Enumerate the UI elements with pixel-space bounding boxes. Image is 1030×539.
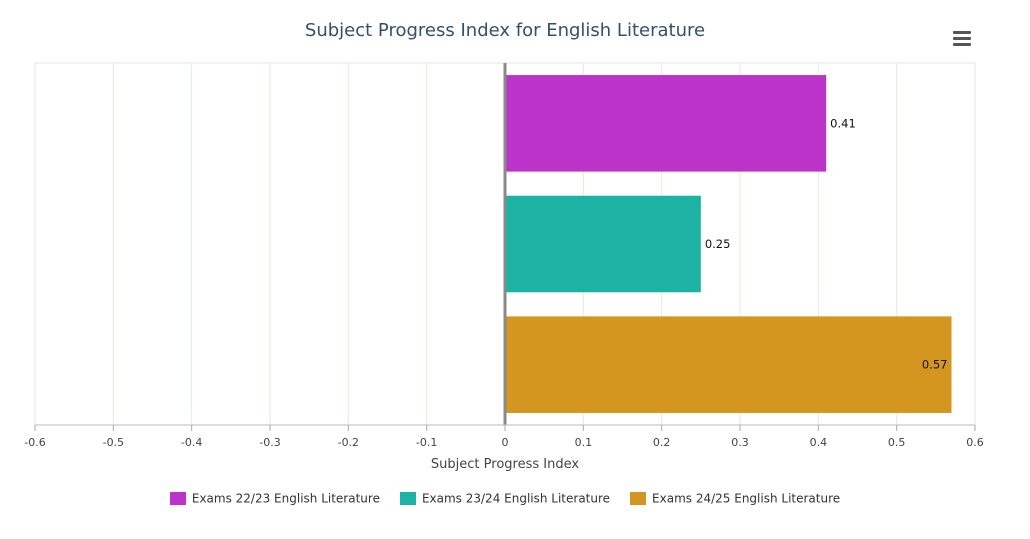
x-tick-label: 0	[502, 436, 509, 449]
legend-swatch	[399, 492, 416, 506]
x-axis: -0.6 -0.5 -0.4 -0.3 -0.2 -0.1 0 0.1 0.2 0.3 0.4 0.5…	[24, 424, 984, 449]
legend-item[interactable]: Exams 24/25 English Literature	[630, 491, 840, 506]
legend-label: Exams 24/25 English Literature	[652, 491, 841, 506]
legend-item[interactable]: Exams 23/24 English Literature	[399, 491, 611, 506]
x-tick-label: 0.4	[810, 436, 828, 449]
x-tick-label: -0.3	[259, 436, 280, 449]
bar[interactable]	[505, 316, 952, 413]
data-label: 0.25	[705, 237, 731, 251]
x-tick-label: 0.6	[966, 436, 984, 449]
legend-label: Exams 23/24 English Literature	[421, 491, 611, 506]
legend-swatch	[169, 492, 186, 506]
bar[interactable]	[505, 75, 827, 172]
legend-swatch	[630, 492, 647, 506]
x-tick-label: -0.1	[416, 436, 437, 449]
chart-title: Subject Progress Index for English Liter…	[304, 20, 706, 41]
x-tick-label: 0.1	[575, 436, 593, 449]
x-tick-label: -0.4	[181, 436, 202, 449]
x-tick-label: 0.3	[731, 436, 749, 449]
x-tick-label: -0.5	[103, 436, 124, 449]
bars: 0.41 0.25 0.57	[503, 63, 952, 425]
legend: Exams 22/23 English Literature Exams 23/2…	[0, 491, 1010, 506]
hamburger-menu-icon-line	[953, 37, 971, 40]
hamburger-menu-icon	[953, 31, 971, 34]
chart-menu-button[interactable]	[951, 28, 973, 48]
legend-label: Exams 22/23 English Literature	[191, 491, 380, 506]
x-tick-label: 0.2	[653, 436, 671, 449]
chart-plot: 0.41 0.25 0.57 -0.6 -0.5 -0.4 -0.3 -0.2 -0.1 0 0.…	[24, 62, 984, 472]
hamburger-menu-icon-line	[953, 43, 971, 46]
data-label: 0.41	[830, 116, 856, 130]
data-label: 0.57	[922, 358, 948, 372]
x-tick-label: -0.2	[338, 436, 359, 449]
legend-item[interactable]: Exams 22/23 English Literature	[169, 491, 380, 506]
x-axis-title: Subject Progress Index	[431, 457, 579, 472]
bar[interactable]	[505, 195, 701, 293]
x-tick-label: -0.6	[24, 436, 45, 449]
x-tick-label: 0.5	[888, 436, 906, 449]
